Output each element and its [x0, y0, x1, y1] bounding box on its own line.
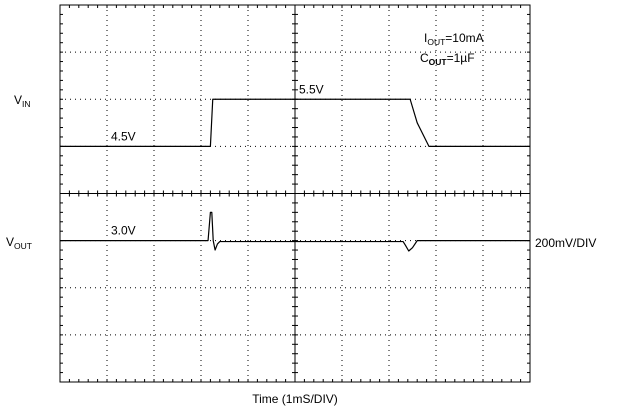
vin-channel-label: VIN [14, 93, 31, 109]
cout-annotation: COUT=1µF [420, 51, 475, 67]
traces: 4.5V 5.5V 3.0V [60, 82, 530, 252]
trace-vin [60, 98, 530, 147]
level-label-vin: 5.5V [299, 82, 324, 96]
trace-vout [60, 211, 530, 252]
plot-frame [59, 4, 531, 383]
level-label-vin: 4.5V [111, 129, 136, 143]
vout-scale-label: 200mV/DIV [535, 236, 596, 250]
level-label-vout: 3.0V [111, 224, 136, 238]
x-axis-label: Time (1mS/DIV) [252, 392, 338, 406]
vout-channel-label: VOUT [6, 235, 32, 251]
iout-annotation: IOUT=10mA [424, 31, 484, 47]
labels: VIN VOUT 200mV/DIV IOUT=10mA COUT=1µF Ti… [6, 31, 596, 406]
